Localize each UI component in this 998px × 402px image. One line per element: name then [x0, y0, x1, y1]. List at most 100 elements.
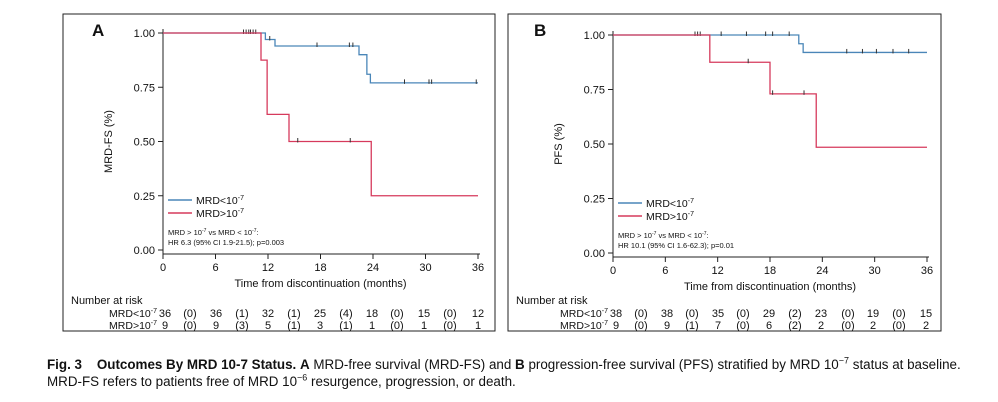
y-tick-label: 0.75	[584, 85, 605, 97]
risk-count: 12	[472, 308, 484, 320]
risk-table-title: Number at risk	[71, 295, 143, 307]
caption-text-1: MRD-free survival (MRD-FS) and	[309, 357, 516, 372]
caption-b-label: B	[515, 357, 525, 372]
risk-count: (1)	[235, 308, 248, 320]
risk-count: 2	[923, 320, 929, 332]
x-tick-label: 0	[160, 262, 166, 274]
panel-frame	[62, 13, 496, 332]
risk-row-label-part: -7	[602, 308, 608, 315]
risk-count: (1)	[287, 308, 300, 320]
risk-count: 25	[314, 308, 326, 320]
y-tick-label: 0.00	[134, 245, 155, 257]
risk-count: (0)	[183, 308, 196, 320]
caption-sup-2: −6	[297, 372, 308, 383]
x-tick-label: 6	[662, 265, 668, 277]
x-tick-label: 36	[921, 265, 933, 277]
risk-count: 9	[162, 320, 168, 332]
risk-count: (0)	[892, 320, 905, 332]
risk-count: (1)	[339, 320, 352, 332]
legend-label: MRD>10-7	[646, 211, 694, 223]
hr-annotation-line2: HR 10.1 (95% CI 1.6-62.3); p=0.01	[618, 241, 734, 250]
legend-label-part: -7	[688, 198, 694, 205]
risk-row-label: MRD<10-7	[109, 308, 157, 320]
legend-label: MRD>10-7	[196, 208, 244, 220]
risk-table-title: Number at risk	[516, 295, 588, 307]
risk-count: (0)	[736, 308, 749, 320]
risk-count: 38	[661, 308, 673, 320]
risk-count: (1)	[287, 320, 300, 332]
risk-count: 2	[818, 320, 824, 332]
risk-row-label-part: MRD>10	[560, 320, 602, 332]
risk-row-label-part: -7	[602, 320, 608, 327]
x-tick-label: 12	[262, 262, 274, 274]
risk-row-label-part: MRD<10	[109, 308, 151, 320]
y-tick-label: 0.50	[584, 139, 605, 151]
risk-count: (4)	[339, 308, 352, 320]
risk-count: (0)	[443, 320, 456, 332]
x-axis-title: Time from discontinuation (months)	[235, 278, 407, 290]
hr-annotation-line1-part: -7	[202, 228, 207, 234]
risk-count: 1	[421, 320, 427, 332]
y-tick-label: 1.00	[134, 28, 155, 40]
y-tick-label: 0.50	[134, 137, 155, 149]
caption-text-2: progression-free survival (PFS) stratifi…	[524, 357, 839, 372]
risk-count: 15	[920, 308, 932, 320]
x-tick-label: 18	[314, 262, 326, 274]
x-tick-label: 0	[610, 265, 616, 277]
risk-count: (0)	[841, 320, 854, 332]
risk-count: (1)	[685, 320, 698, 332]
series-line-high	[163, 32, 478, 197]
hr-annotation-line1-part: -7	[702, 231, 707, 237]
hr-annotation-line1-part: -7	[252, 228, 257, 234]
risk-count: (0)	[736, 320, 749, 332]
x-tick-label: 6	[212, 262, 218, 274]
risk-count: 23	[815, 308, 827, 320]
y-tick-label: 1.00	[584, 30, 605, 42]
risk-count: 32	[262, 308, 274, 320]
hr-annotation-line1-part: MRD > 10	[168, 228, 202, 237]
risk-count: (0)	[634, 308, 647, 320]
risk-count: 3	[317, 320, 323, 332]
caption-a-label: A	[300, 357, 310, 372]
x-tick-label: 36	[472, 262, 484, 274]
x-tick-label: 24	[367, 262, 379, 274]
y-tick-label: 0.00	[584, 248, 605, 260]
caption-title: Outcomes By MRD 10-7 Status.	[96, 357, 297, 372]
risk-count: (0)	[443, 308, 456, 320]
panel-b: B 0.00 0.25 0.50 0.75 1.00 0 6 12 18 24 30 36 PFS (%)…	[507, 13, 942, 332]
risk-count: 6	[766, 320, 772, 332]
risk-row-label: MRD>10-7	[109, 320, 157, 332]
hr-annotation-line1-part: :	[707, 231, 709, 240]
risk-count: 1	[369, 320, 375, 332]
risk-count: 2	[870, 320, 876, 332]
legend-label: MRD<10-7	[646, 198, 694, 210]
y-axis-title: MRD-FS (%)	[103, 110, 115, 173]
risk-count: 5	[265, 320, 271, 332]
risk-count: 29	[763, 308, 775, 320]
risk-row-label-part: MRD>10	[109, 320, 151, 332]
caption-sup-1: −7	[838, 355, 850, 366]
risk-count: 36	[210, 308, 222, 320]
risk-count: 9	[613, 320, 619, 332]
x-axis-title: Time from discontinuation (months)	[684, 281, 856, 293]
hr-annotation-line1: MRD > 10-7 vs MRD < 10-7:	[618, 231, 709, 240]
legend-label-part: -7	[238, 208, 244, 215]
series-line-high	[613, 34, 927, 148]
hr-annotation-line2: HR 6.3 (95% CI 1.9-21.5); p=0.003	[168, 238, 284, 247]
series-line-low	[613, 34, 927, 54]
caption-label: Fig. 3	[47, 357, 82, 372]
panel-a: A 0.00 0.25 0.50 0.75 1.00 0 6 12 18 24 30 36 MRD-FS …	[62, 13, 496, 332]
x-tick-label: 18	[764, 265, 776, 277]
risk-row-label-part: -7	[151, 320, 157, 327]
risk-count: 7	[715, 320, 721, 332]
risk-count: (3)	[235, 320, 248, 332]
risk-count: 19	[867, 308, 879, 320]
y-tick-label: 0.75	[134, 82, 155, 94]
risk-row-label: MRD>10-7	[560, 320, 608, 332]
hr-annotation-line1-part: -7	[652, 231, 657, 237]
risk-count: (2)	[788, 308, 801, 320]
panel-frame	[507, 13, 942, 332]
legend-label-part: MRD>10	[196, 208, 238, 220]
figure-caption: Fig. 3 Outcomes By MRD 10-7 Status. A MR…	[47, 356, 987, 390]
legend-label-part: MRD<10	[196, 195, 238, 207]
